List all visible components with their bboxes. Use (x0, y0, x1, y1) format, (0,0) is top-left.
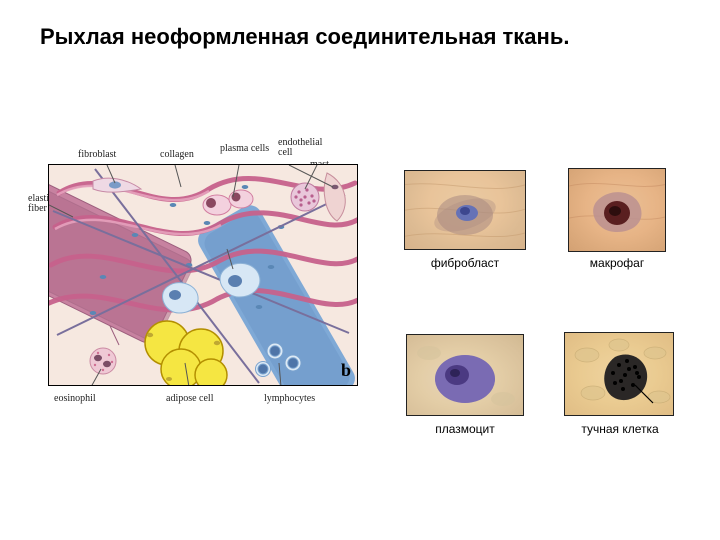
label-fibroblast: fibroblast (78, 150, 116, 160)
tissue-diagram-box: b (48, 164, 358, 386)
tissue-svg (49, 165, 358, 386)
tissue-diagram: fibroblast collagen plasma cells endothe… (48, 116, 358, 404)
label-collagen: collagen (160, 150, 194, 160)
micro-macrophage (568, 168, 666, 252)
label-plasma-cells: plasma cells (220, 144, 269, 154)
label-lymphocytes: lymphocytes (264, 394, 315, 404)
label-adipose-cell: adipose cell (166, 394, 213, 404)
label-endothelial-cell: endothelial cell (278, 138, 322, 158)
micro-plasmocyte (406, 334, 524, 416)
label-eosinophil: eosinophil (54, 394, 96, 404)
caption-plasmocyte: плазмоцит (406, 422, 524, 436)
caption-macrophage: макрофаг (562, 256, 672, 270)
micro-fibroblast (404, 170, 526, 250)
panel-letter: b (341, 360, 351, 381)
caption-mastcell: тучная клетка (560, 422, 680, 436)
caption-fibroblast: фибробласт (404, 256, 526, 270)
page-title: Рыхлая неоформленная соединительная ткан… (40, 24, 680, 50)
micro-mastcell (564, 332, 674, 416)
